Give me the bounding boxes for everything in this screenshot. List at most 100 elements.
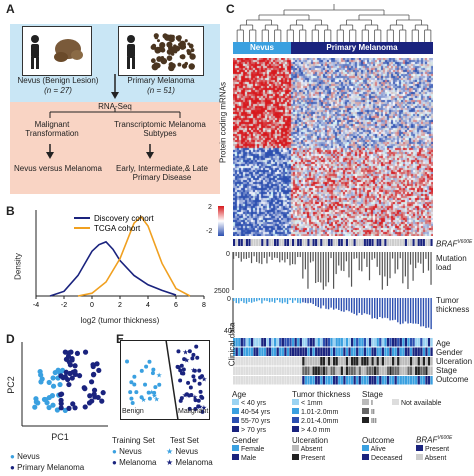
clinical-cell (330, 347, 333, 356)
clinical-cell (409, 338, 413, 347)
nevus-count: (n = 27) (44, 86, 72, 95)
train-melanoma-point (198, 389, 203, 394)
mutation-bar (386, 252, 389, 286)
nevus-point (50, 402, 56, 408)
clinical-cell (343, 357, 346, 366)
clinical-cell (415, 347, 418, 356)
thickness-bar (243, 298, 245, 303)
thickness-bar (350, 298, 353, 313)
lesion-dot (166, 49, 173, 55)
clinical-cell (317, 357, 320, 366)
clinical-cell (374, 347, 377, 356)
train-melanoma-point (191, 352, 196, 357)
nevus-label: Nevus (Benign Lesion) (17, 76, 99, 85)
x-tick-label: 4 (146, 302, 150, 309)
clinical-cell (233, 347, 236, 356)
clinical-cell (245, 338, 249, 347)
braf-cell (302, 239, 305, 246)
lesion-dot (189, 53, 196, 60)
clinical-cell (256, 376, 259, 385)
thickness-bar (312, 298, 314, 305)
lesion-dot (154, 62, 161, 69)
braf-cell (309, 239, 313, 246)
clinical-cell (315, 357, 318, 366)
clinical-cell (415, 366, 418, 375)
braf-cell (248, 239, 251, 246)
braf-cell (417, 239, 420, 246)
clinical-cell (397, 376, 400, 385)
clinical-cell (243, 347, 246, 356)
clinical-cell (404, 376, 408, 385)
mutation-bar (289, 252, 291, 266)
clinical-cell (304, 338, 308, 347)
train-nevus-point (130, 401, 135, 406)
clinical-cell (420, 338, 423, 347)
nevus-point (46, 379, 52, 386)
lesion-dot (188, 63, 195, 70)
clinical-cell (340, 338, 343, 347)
melanoma-point (86, 400, 93, 406)
braf-cell (268, 239, 272, 246)
thickness-bar (353, 298, 355, 314)
braf-cell (353, 239, 356, 246)
clinical-cell (256, 347, 259, 356)
legend-stage-item: I (362, 399, 377, 408)
clinical-cell (286, 357, 290, 366)
clinical-cell (376, 347, 379, 356)
mut-tick-0: 0 (226, 251, 230, 258)
clinical-cell (289, 376, 292, 385)
clinical-cell (281, 366, 284, 375)
clinical-cell (422, 338, 426, 347)
clinical-cell (427, 357, 431, 366)
clinical-cell (399, 376, 402, 385)
braf-cell (299, 239, 302, 246)
clinical-cell (404, 347, 408, 356)
train-melanoma-point (199, 394, 204, 399)
thickness-bar (376, 298, 378, 320)
braf-cell (415, 239, 418, 246)
clinical-cell (297, 357, 300, 366)
mutation-bar (261, 252, 263, 265)
nevus-point (52, 369, 58, 376)
clinical-cell (325, 338, 328, 347)
legend-ulceration-item: Absent (292, 445, 325, 454)
thickness-bar (371, 298, 373, 319)
clinical-cell (368, 357, 372, 366)
clinical-cell (335, 366, 338, 375)
thickness-bar (263, 298, 266, 301)
clinical-cell (415, 338, 418, 347)
clinical-cell (248, 347, 251, 356)
clinical-cell (327, 338, 331, 347)
mutation-bar (279, 252, 281, 263)
clinical-cell (409, 357, 413, 366)
mutation-bar (281, 252, 283, 261)
clinical-cell (276, 338, 279, 347)
melanoma-point (88, 379, 95, 385)
braf-cell (327, 239, 331, 246)
clinical-cell (381, 357, 384, 366)
thickness-bar (381, 298, 384, 319)
pca-xlabel: PC1 (51, 432, 69, 442)
train-nevus-point (134, 390, 139, 395)
clinical-cell (407, 376, 410, 385)
clinical-cell (233, 338, 236, 347)
clinical-cell (350, 347, 354, 356)
nevus-point (32, 404, 38, 410)
clinical-cell (297, 366, 300, 375)
mutation-bar (297, 252, 299, 258)
clinical-cell (248, 366, 251, 375)
clinical-cell (386, 376, 390, 385)
mutation-bar (245, 252, 248, 259)
clinical-cell (425, 366, 428, 375)
braf-cell (315, 239, 318, 246)
clinical-cell (302, 376, 305, 385)
thickness-bar (402, 298, 404, 324)
clinical-cell (284, 338, 287, 347)
mutation-bar (374, 252, 376, 259)
train-melanoma-point (192, 378, 197, 383)
train-melanoma-point (187, 406, 192, 411)
mutation-bar (333, 252, 335, 289)
clinical-cell (386, 347, 390, 356)
x-tick-label: -4 (33, 302, 39, 309)
clinical-cell (304, 376, 308, 385)
